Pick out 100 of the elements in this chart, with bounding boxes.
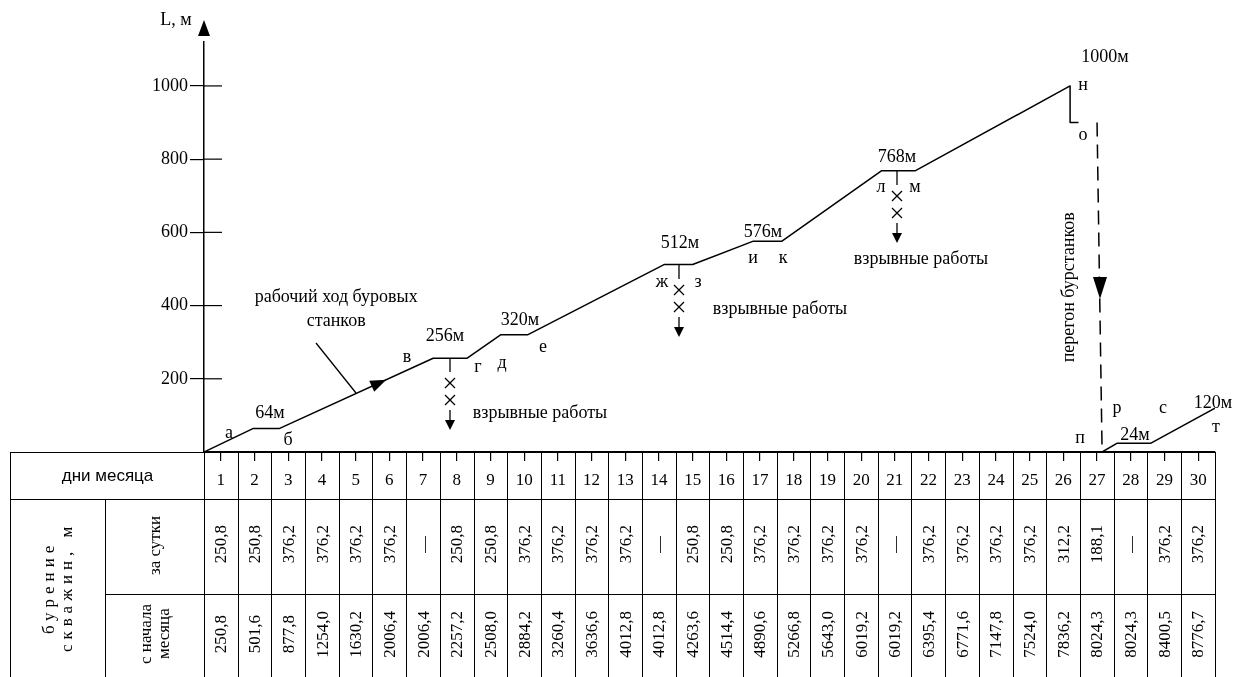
x-tick-label: 6 bbox=[385, 469, 394, 489]
data-label: 376,2 bbox=[1188, 525, 1208, 564]
data-label: 4012,8 bbox=[615, 610, 635, 658]
data-label: 4263,6 bbox=[683, 610, 703, 658]
annotation: н bbox=[1078, 73, 1089, 94]
x-tick-label: 19 bbox=[818, 469, 836, 489]
data-label: 376,2 bbox=[784, 525, 804, 564]
data-label: 376,2 bbox=[312, 525, 332, 564]
y-tick-label: 200 bbox=[161, 367, 188, 388]
x-tick-label: 24 bbox=[987, 469, 1005, 489]
x-tick-label: 21 bbox=[886, 469, 904, 489]
data-label: 7836,2 bbox=[1053, 610, 1073, 658]
y-tick-label: 800 bbox=[161, 147, 188, 168]
x-tick-label: 17 bbox=[751, 469, 770, 489]
x-tick-label: 25 bbox=[1021, 469, 1039, 489]
annotation: 320м bbox=[500, 308, 540, 329]
x-tick-label: 16 bbox=[717, 469, 735, 489]
data-label: 1630,2 bbox=[346, 610, 366, 658]
data-label: 376,2 bbox=[918, 525, 938, 564]
text: — bbox=[413, 536, 433, 553]
data-label: 2508,0 bbox=[480, 610, 500, 658]
data-label: 376,2 bbox=[851, 525, 871, 564]
x-tick-label: 9 bbox=[486, 469, 495, 489]
data-label: 2257,2 bbox=[447, 610, 467, 658]
data-label: 376,2 bbox=[346, 525, 366, 564]
data-label: 376,2 bbox=[1019, 525, 1039, 564]
data-label: 8024,3 bbox=[1087, 610, 1107, 658]
annotation: б bbox=[283, 428, 293, 449]
data-label: 376,2 bbox=[379, 525, 399, 564]
annotation: 576м bbox=[743, 220, 783, 241]
x-tick-label: 13 bbox=[616, 469, 634, 489]
annotation: е bbox=[539, 335, 547, 356]
data-label: 6395,4 bbox=[918, 610, 938, 658]
data-label: 188,1 bbox=[1087, 525, 1107, 564]
annotation: 256м bbox=[425, 324, 465, 345]
x-tick-label: 27 bbox=[1088, 469, 1107, 489]
data-label: 250,8 bbox=[245, 525, 265, 564]
data-label: 312,2 bbox=[1053, 525, 1073, 564]
annotation: взрывные работы bbox=[472, 401, 608, 422]
data-label: 376,2 bbox=[817, 525, 837, 564]
data-label: 250,8 bbox=[211, 614, 231, 654]
y-axis-title: L, м bbox=[160, 8, 192, 29]
x-tick-label: 10 bbox=[515, 469, 533, 489]
y-axis-title: бурение скважин, м bbox=[39, 520, 76, 654]
annotation: р bbox=[1112, 396, 1122, 417]
data-label: 376,2 bbox=[952, 525, 972, 564]
x-tick-label: 15 bbox=[684, 469, 702, 489]
annotation: а bbox=[225, 421, 233, 442]
data-label: 250,8 bbox=[716, 525, 736, 564]
annotation: 768м bbox=[877, 145, 917, 166]
data-label: 6019,2 bbox=[851, 610, 871, 658]
x-tick-label: 8 bbox=[452, 469, 461, 489]
x-tick-label: 29 bbox=[1155, 469, 1173, 489]
data-label: 250,8 bbox=[447, 525, 467, 564]
y-tick-label: 600 bbox=[161, 221, 188, 242]
data-label: 250,8 bbox=[480, 525, 500, 564]
data-label: 7524,0 bbox=[1019, 610, 1039, 658]
x-tick-label: 22 bbox=[920, 469, 938, 489]
x-axis-title: дни месяца bbox=[10, 452, 205, 500]
data-label: 6771,6 bbox=[952, 610, 972, 658]
x-tick-label: 1 bbox=[216, 469, 226, 489]
data-label: 4514,4 bbox=[716, 610, 736, 658]
legend-label: рабочий ход буровых станков bbox=[254, 286, 418, 331]
data-label: 376,2 bbox=[514, 525, 534, 564]
annotation: взрывные работы bbox=[712, 297, 848, 318]
annotation: 512м bbox=[660, 231, 700, 252]
x-tick-label: 12 bbox=[583, 469, 601, 489]
data-label: 6019,2 bbox=[885, 610, 905, 658]
data-label: 877,8 bbox=[278, 614, 298, 654]
data-label: 2006,4 bbox=[379, 610, 399, 658]
y-tick-label: с начала месяца bbox=[136, 603, 173, 666]
x-tick-label: 11 bbox=[549, 469, 567, 489]
data-label: 250,8 bbox=[211, 525, 231, 564]
x-tick-label: 23 bbox=[953, 469, 971, 489]
data-label: 501,6 bbox=[245, 614, 265, 654]
text: — bbox=[1121, 536, 1140, 553]
annotation: взрывные работы bbox=[853, 247, 989, 268]
annotation: л bbox=[876, 175, 886, 196]
x-tick-label: 18 bbox=[785, 469, 803, 489]
text: — bbox=[885, 536, 905, 553]
annotation: 24м bbox=[1120, 423, 1150, 444]
annotation: з bbox=[694, 270, 702, 291]
data-label: 7147,8 bbox=[986, 610, 1006, 658]
x-tick-label: 2 bbox=[250, 469, 259, 489]
x-tick-label: 14 bbox=[650, 469, 668, 489]
annotation: и bbox=[748, 246, 759, 267]
annotation: с bbox=[1159, 396, 1167, 417]
x-tick-label: 28 bbox=[1122, 469, 1140, 489]
data-label: 1254,0 bbox=[312, 610, 332, 658]
data-label: 3636,6 bbox=[582, 610, 601, 658]
data-label: 376,2 bbox=[750, 525, 770, 564]
annotation: м bbox=[909, 175, 921, 196]
data-label: 4890,6 bbox=[750, 610, 770, 658]
x-tick-label: 3 bbox=[284, 469, 293, 489]
annotation: г bbox=[474, 355, 482, 376]
annotation: 64м bbox=[255, 401, 285, 422]
annotation: к bbox=[778, 246, 788, 267]
data-label: 2006,4 bbox=[413, 610, 433, 658]
x-tick-label: 4 bbox=[317, 469, 327, 489]
annotation: 120м bbox=[1193, 391, 1233, 412]
